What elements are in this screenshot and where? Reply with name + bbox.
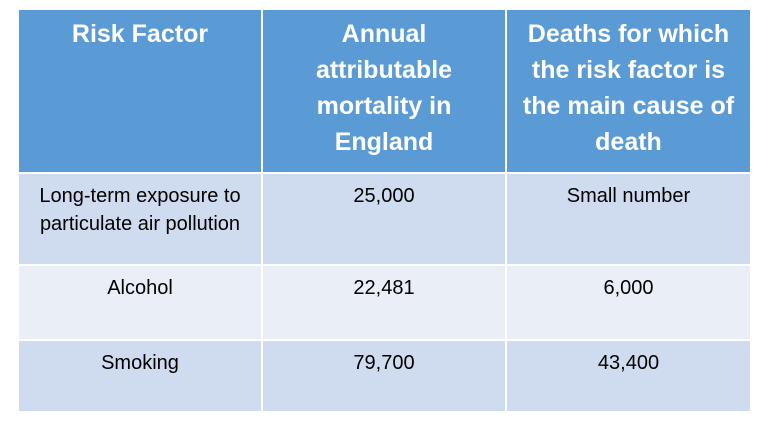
cell-main-cause-deaths: 43,400 (505, 338, 752, 414)
header-row: Risk Factor Annual attributable mortalit… (17, 7, 752, 175)
header-main-cause-deaths: Deaths for which the risk factor is the … (505, 7, 752, 175)
cell-main-cause-deaths: Small number (505, 172, 752, 266)
cell-risk-factor: Long-term exposure to particulate air po… (17, 172, 263, 266)
table-row: Alcohol 22,481 6,000 (17, 263, 752, 341)
cell-main-cause-deaths: 6,000 (505, 263, 752, 341)
table-row: Long-term exposure to particulate air po… (17, 172, 752, 266)
cell-annual-mortality: 22,481 (261, 263, 507, 341)
header-risk-factor: Risk Factor (17, 7, 263, 175)
header-annual-mortality: Annual attributable mortality in England (261, 7, 507, 175)
cell-risk-factor: Alcohol (17, 263, 263, 341)
table-row: Smoking 79,700 43,400 (17, 338, 752, 414)
cell-risk-factor: Smoking (17, 338, 263, 414)
cell-annual-mortality: 25,000 (261, 172, 507, 266)
risk-factor-table: Risk Factor Annual attributable mortalit… (17, 7, 752, 414)
cell-annual-mortality: 79,700 (261, 338, 507, 414)
